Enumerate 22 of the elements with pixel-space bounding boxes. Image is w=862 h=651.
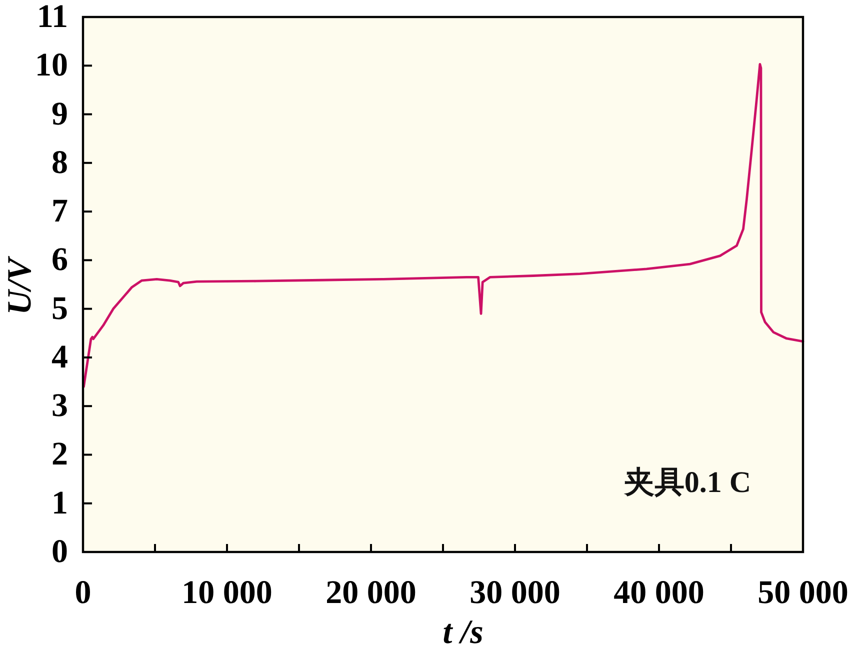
- y-tick-label: 7: [52, 194, 68, 230]
- y-tick-label: 11: [36, 0, 68, 35]
- y-tick-label: 5: [52, 290, 68, 327]
- line-series: [82, 62, 804, 388]
- y-tick-label: 0: [52, 534, 68, 570]
- annotation: 夹具0.1 C: [623, 466, 751, 499]
- y-tick-label: 2: [52, 436, 68, 473]
- y-tick-label: 1: [52, 485, 68, 522]
- y-tick-label: 6: [52, 242, 68, 278]
- y-tick-label: 9: [52, 96, 68, 132]
- y-tick-label: 8: [52, 144, 68, 181]
- y-tick-label: 3: [52, 388, 68, 424]
- x-tick-label: 30 000: [470, 575, 560, 611]
- x-tick-label: 10 000: [182, 575, 272, 611]
- y-tick-label: 10: [35, 48, 68, 84]
- x-axis-title: t /s: [442, 614, 484, 651]
- x-tick-label: 20 000: [326, 575, 416, 611]
- x-tick-label: 50 000: [758, 575, 848, 611]
- x-tick-label: 0: [74, 575, 92, 611]
- y-tick-label: 4: [52, 339, 68, 376]
- y-axis-title: U/V: [2, 256, 38, 315]
- x-tick-label: 40 000: [614, 575, 704, 611]
